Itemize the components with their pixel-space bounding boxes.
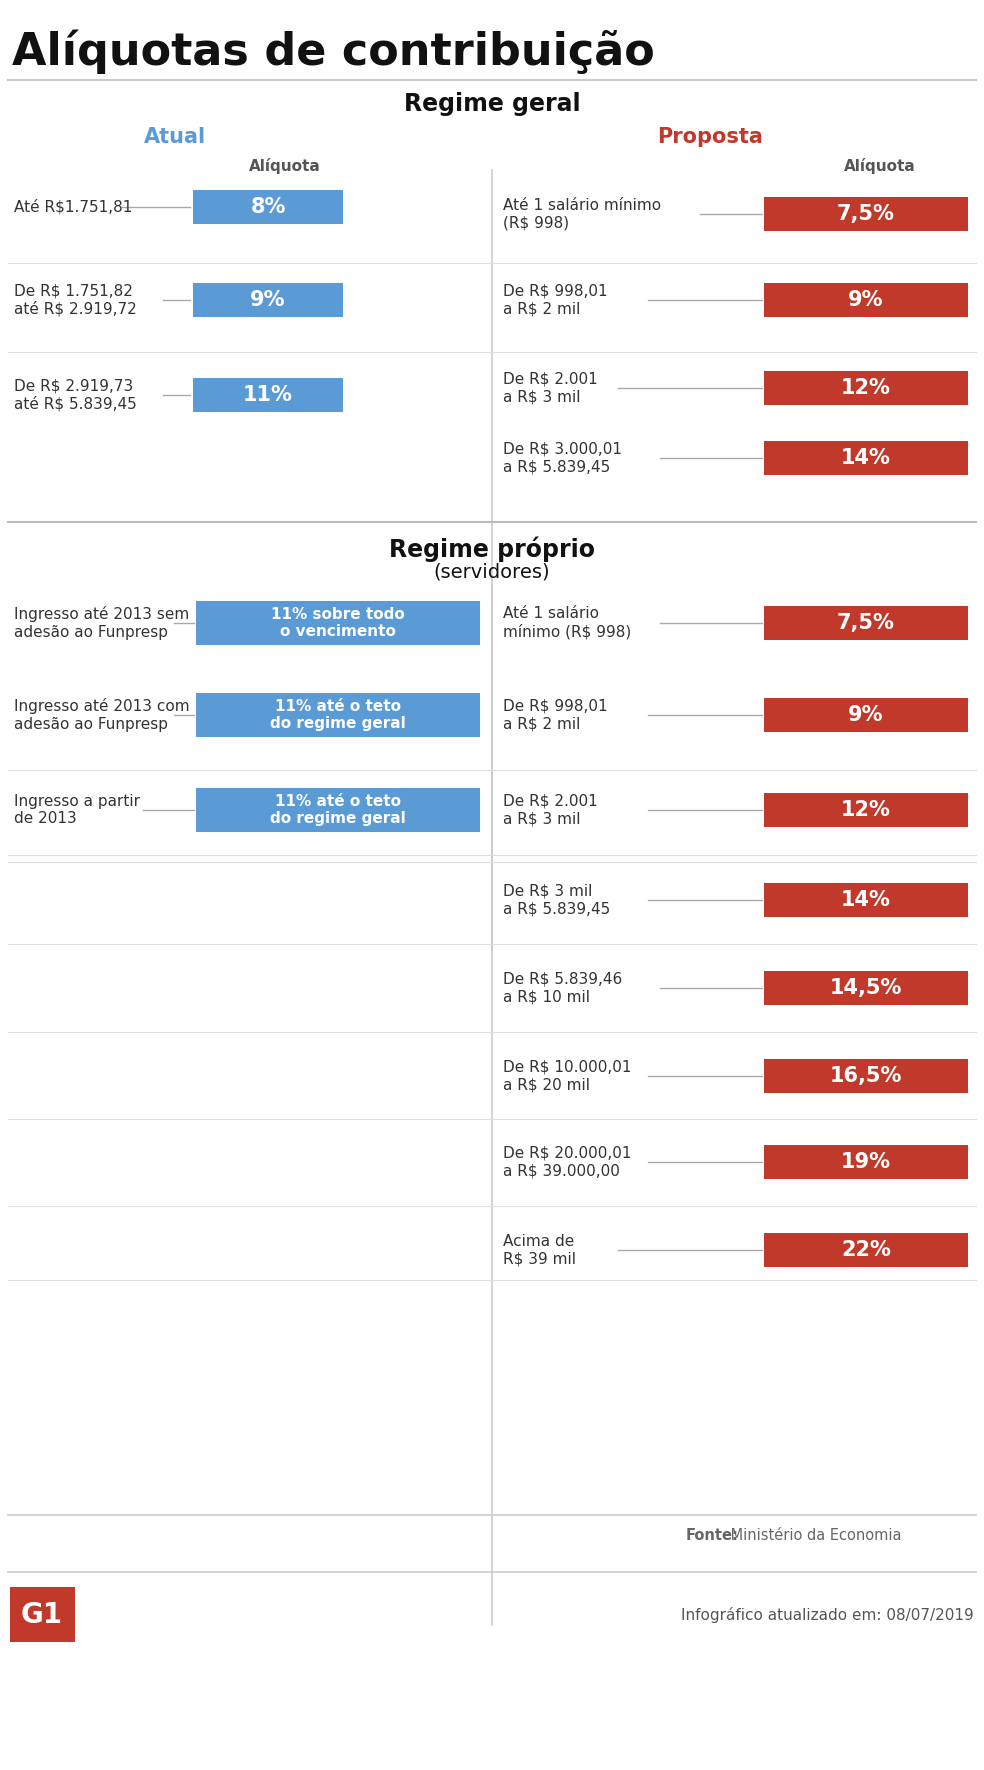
Text: De R$ 5.839,46
a R$ 10 mil: De R$ 5.839,46 a R$ 10 mil — [503, 972, 622, 1004]
Text: Ingresso até 2013 sem
adesão ao Funpresp: Ingresso até 2013 sem adesão ao Funpresp — [14, 607, 189, 639]
FancyBboxPatch shape — [764, 1234, 968, 1267]
FancyBboxPatch shape — [764, 972, 968, 1005]
Text: (servidores): (servidores) — [434, 563, 550, 582]
Text: 14,5%: 14,5% — [830, 979, 902, 998]
Text: Acima de
R$ 39 mil: Acima de R$ 39 mil — [503, 1234, 576, 1266]
Text: De R$ 2.001
a R$ 3 mil: De R$ 2.001 a R$ 3 mil — [503, 793, 597, 827]
FancyBboxPatch shape — [764, 697, 968, 733]
Text: Regime geral: Regime geral — [403, 92, 581, 117]
Text: Infográfico atualizado em: 08/07/2019: Infográfico atualizado em: 08/07/2019 — [681, 1607, 974, 1623]
Text: 14%: 14% — [841, 890, 891, 910]
Text: De R$ 20.000,01
a R$ 39.000,00: De R$ 20.000,01 a R$ 39.000,00 — [503, 1145, 632, 1179]
Text: 8%: 8% — [250, 196, 285, 218]
Text: Ministério da Economia: Ministério da Economia — [726, 1528, 901, 1543]
Text: 12%: 12% — [841, 379, 891, 398]
Text: 11% até o teto
do regime geral: 11% até o teto do regime geral — [271, 793, 405, 827]
Text: Até 1 salário mínimo
(R$ 998): Até 1 salário mínimo (R$ 998) — [503, 198, 661, 230]
Text: De R$ 998,01
a R$ 2 mil: De R$ 998,01 a R$ 2 mil — [503, 283, 608, 317]
Text: 11% até o teto
do regime geral: 11% até o teto do regime geral — [271, 699, 405, 731]
Text: Alíquota: Alíquota — [249, 158, 321, 173]
Text: Fonte:: Fonte: — [686, 1528, 739, 1543]
Text: De R$ 2.001
a R$ 3 mil: De R$ 2.001 a R$ 3 mil — [503, 372, 597, 404]
Text: De R$ 3.000,01
a R$ 5.839,45: De R$ 3.000,01 a R$ 5.839,45 — [503, 442, 622, 474]
Text: 12%: 12% — [841, 800, 891, 820]
Text: Até R$1.751,81: Até R$1.751,81 — [14, 200, 133, 214]
FancyBboxPatch shape — [764, 605, 968, 641]
Text: Ingresso a partir
de 2013: Ingresso a partir de 2013 — [14, 793, 140, 827]
Text: Alíquota: Alíquota — [844, 158, 916, 173]
Text: 11% sobre todo
o vencimento: 11% sobre todo o vencimento — [272, 607, 404, 639]
Text: Até 1 salário
mínimo (R$ 998): Até 1 salário mínimo (R$ 998) — [503, 607, 632, 639]
FancyBboxPatch shape — [764, 1145, 968, 1179]
FancyBboxPatch shape — [196, 694, 480, 736]
Text: 14%: 14% — [841, 448, 891, 467]
FancyBboxPatch shape — [193, 283, 343, 317]
FancyBboxPatch shape — [196, 602, 480, 644]
Text: 16,5%: 16,5% — [830, 1066, 902, 1087]
Text: Regime próprio: Regime próprio — [389, 536, 595, 563]
Text: Proposta: Proposta — [657, 127, 763, 147]
FancyBboxPatch shape — [193, 189, 343, 225]
Text: Alíquotas de contribuição: Alíquotas de contribuição — [12, 30, 654, 74]
Text: 9%: 9% — [250, 290, 285, 310]
Text: De R$ 3 mil
a R$ 5.839,45: De R$ 3 mil a R$ 5.839,45 — [503, 883, 610, 917]
FancyBboxPatch shape — [764, 883, 968, 917]
Text: 19%: 19% — [841, 1152, 891, 1172]
Text: De R$ 2.919,73
até R$ 5.839,45: De R$ 2.919,73 até R$ 5.839,45 — [14, 379, 137, 411]
FancyBboxPatch shape — [193, 379, 343, 412]
Text: 7,5%: 7,5% — [837, 204, 894, 225]
FancyBboxPatch shape — [10, 1588, 75, 1643]
FancyBboxPatch shape — [764, 793, 968, 827]
Text: 7,5%: 7,5% — [837, 612, 894, 634]
Text: G1: G1 — [21, 1602, 63, 1628]
Text: Atual: Atual — [144, 127, 206, 147]
FancyBboxPatch shape — [764, 372, 968, 405]
Text: Ingresso até 2013 com
adesão ao Funpresp: Ingresso até 2013 com adesão ao Funpresp — [14, 699, 190, 731]
FancyBboxPatch shape — [764, 196, 968, 232]
FancyBboxPatch shape — [764, 1058, 968, 1094]
FancyBboxPatch shape — [196, 788, 480, 832]
Text: De R$ 998,01
a R$ 2 mil: De R$ 998,01 a R$ 2 mil — [503, 699, 608, 731]
Text: 9%: 9% — [848, 290, 884, 310]
Text: De R$ 10.000,01
a R$ 20 mil: De R$ 10.000,01 a R$ 20 mil — [503, 1060, 632, 1092]
FancyBboxPatch shape — [764, 283, 968, 317]
Text: De R$ 1.751,82
até R$ 2.919,72: De R$ 1.751,82 até R$ 2.919,72 — [14, 283, 137, 317]
Text: 22%: 22% — [841, 1241, 891, 1260]
Text: 11%: 11% — [243, 386, 293, 405]
FancyBboxPatch shape — [764, 441, 968, 474]
Text: 9%: 9% — [848, 704, 884, 726]
